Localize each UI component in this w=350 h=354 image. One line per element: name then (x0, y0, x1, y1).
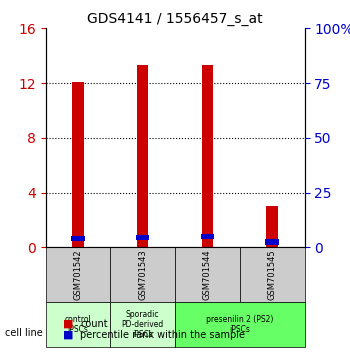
Bar (72, 82, 84, 247)
Text: ■: ■ (63, 330, 74, 339)
Bar (71, 236, 85, 241)
Bar (137, 65, 148, 247)
Text: GSM701543: GSM701543 (138, 249, 147, 300)
Bar (265, 239, 279, 245)
Bar (136, 235, 149, 240)
FancyBboxPatch shape (175, 302, 304, 347)
Text: GSM701544: GSM701544 (203, 250, 212, 300)
FancyBboxPatch shape (110, 247, 175, 302)
FancyBboxPatch shape (110, 302, 175, 347)
Bar (266, 206, 278, 247)
Bar (201, 234, 214, 239)
Text: ■: ■ (63, 319, 74, 329)
FancyBboxPatch shape (46, 247, 110, 302)
Title: GDS4141 / 1556457_s_at: GDS4141 / 1556457_s_at (87, 12, 263, 26)
FancyBboxPatch shape (175, 247, 240, 302)
Text: percentile rank within the sample: percentile rank within the sample (80, 330, 245, 339)
FancyBboxPatch shape (240, 247, 304, 302)
Text: cell line: cell line (5, 328, 42, 338)
Text: count: count (80, 319, 108, 329)
Bar (202, 64, 213, 247)
FancyBboxPatch shape (46, 302, 110, 347)
Text: GSM701542: GSM701542 (74, 250, 82, 300)
Text: presenilin 2 (PS2)
iPSCs: presenilin 2 (PS2) iPSCs (206, 315, 273, 334)
Text: GSM701545: GSM701545 (268, 250, 276, 300)
Text: Sporadic
PD-derived
iPSCs: Sporadic PD-derived iPSCs (121, 310, 164, 339)
Text: control
IPSCs: control IPSCs (64, 315, 91, 334)
